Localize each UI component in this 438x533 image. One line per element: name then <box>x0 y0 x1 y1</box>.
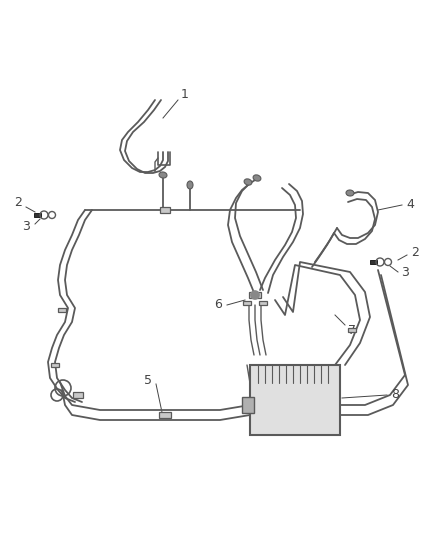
Circle shape <box>251 291 259 299</box>
Text: 3: 3 <box>401 265 409 279</box>
Text: 2: 2 <box>411 246 419 259</box>
Ellipse shape <box>244 179 252 185</box>
Text: 1: 1 <box>181 88 189 101</box>
Bar <box>348 328 356 332</box>
Ellipse shape <box>159 172 167 178</box>
Bar <box>33 213 40 217</box>
Bar <box>160 207 170 213</box>
Text: 5: 5 <box>144 374 152 386</box>
Text: 6: 6 <box>214 298 222 311</box>
Bar <box>370 260 377 264</box>
Ellipse shape <box>346 190 354 196</box>
Bar <box>159 412 170 418</box>
Bar <box>73 392 83 398</box>
Ellipse shape <box>253 175 261 181</box>
Bar <box>250 365 340 435</box>
Bar <box>242 397 254 413</box>
Bar <box>249 292 261 298</box>
Bar <box>243 301 251 305</box>
Text: 4: 4 <box>406 198 414 212</box>
Bar <box>51 363 59 367</box>
Text: 2: 2 <box>14 197 22 209</box>
Text: 3: 3 <box>22 220 30 232</box>
Text: 8: 8 <box>391 389 399 401</box>
Text: 7: 7 <box>348 324 356 336</box>
Bar <box>259 301 267 305</box>
Ellipse shape <box>187 181 193 189</box>
Bar <box>58 308 66 312</box>
